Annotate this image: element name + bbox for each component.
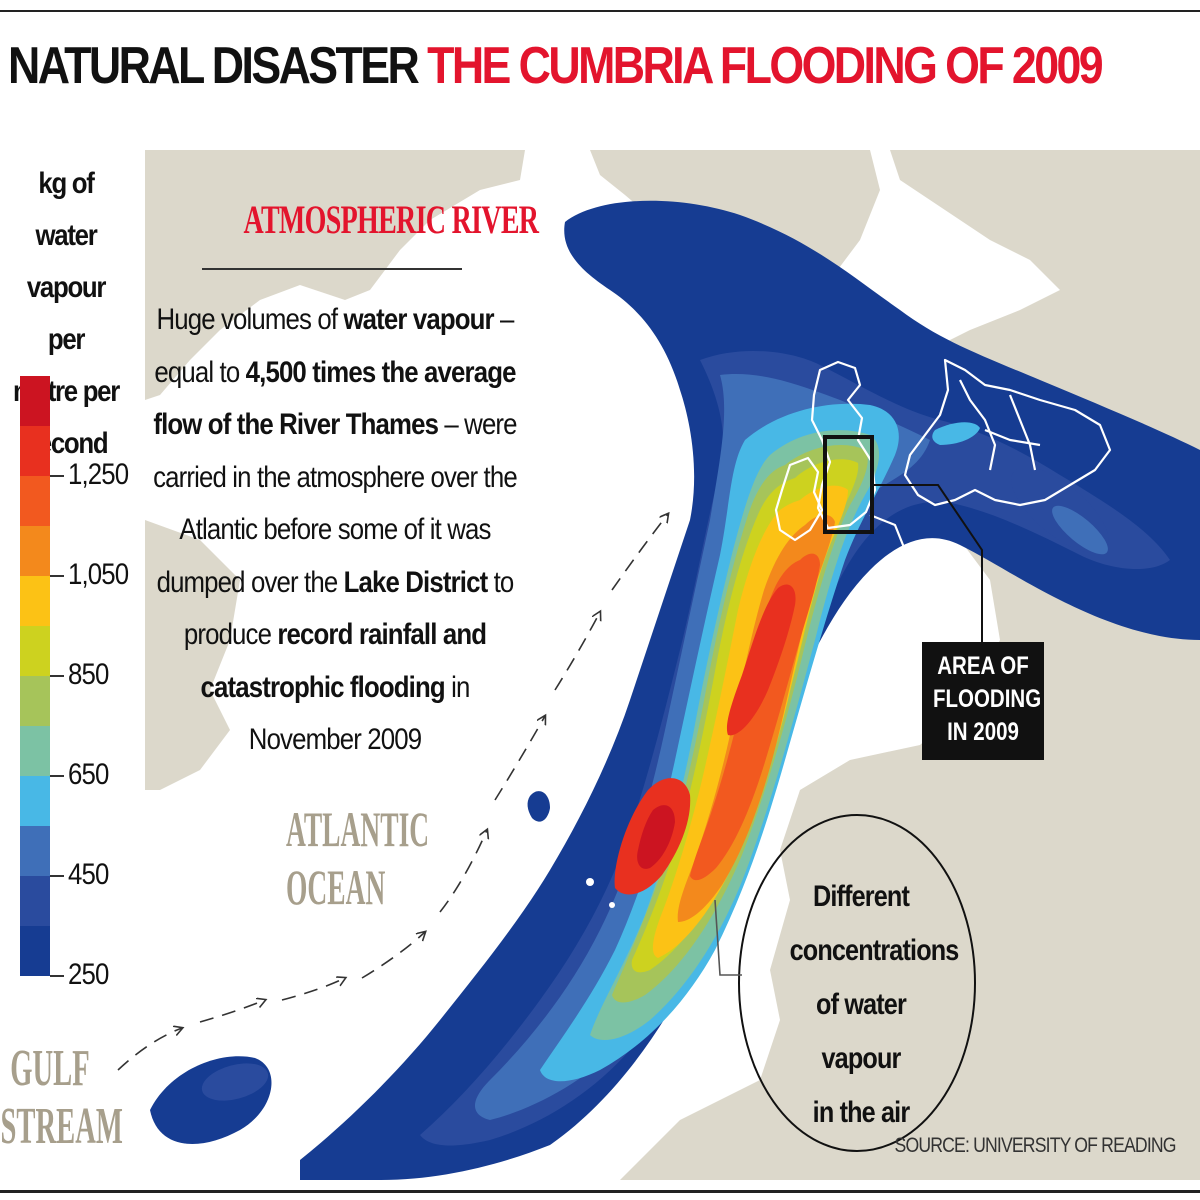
legend-swatch	[20, 576, 50, 626]
section-title-rule	[202, 268, 462, 270]
flood-callout-line	[872, 484, 983, 642]
ocean-label-line: OCEAN	[286, 859, 386, 915]
legend-tick-label: 250	[68, 958, 109, 991]
intro-emphasis: water vapour	[343, 303, 494, 336]
intro-emphasis: Lake District	[343, 565, 489, 599]
legend-swatch	[20, 626, 50, 676]
legend-tick-label: 1,250	[68, 458, 129, 491]
legend-title-line: kg of water	[35, 167, 98, 252]
legend-swatch	[20, 376, 50, 426]
legend-swatch	[20, 826, 50, 876]
legend-swatch	[20, 876, 50, 926]
intro-text: to produce	[183, 565, 514, 652]
flood-label-line: IN 2009	[947, 718, 1019, 746]
legend-swatch	[20, 676, 50, 726]
legend-title-line: vapour per	[26, 271, 107, 356]
concentrations-callout-line	[714, 899, 742, 976]
flood-area-label: AREA OF FLOODING IN 2009	[922, 642, 1044, 760]
legend-tick	[50, 875, 64, 877]
legend-color-scale	[20, 376, 50, 976]
gulf-label-line: STREAM	[0, 1098, 123, 1155]
concentrations-circle	[738, 814, 976, 1152]
legend-tick-label: 850	[68, 658, 109, 691]
gulf-label-line: GULF	[10, 1040, 90, 1097]
concentrations-label-line: Different	[812, 880, 910, 913]
legend-swatch	[20, 526, 50, 576]
intro-paragraph: Huge volumes of water vapour – equal to …	[150, 294, 520, 767]
ocean-label-line: ATLANTIC	[286, 801, 430, 857]
headline-secondary: THE CUMBRIA FLOODING OF 2009	[427, 37, 1104, 95]
intro-emphasis: record rainfall and catastrophic floodin…	[200, 618, 487, 704]
legend-tick-label: 1,050	[68, 558, 129, 591]
bottom-rule	[0, 1190, 1200, 1193]
top-rule	[0, 10, 1200, 12]
legend-swatch	[20, 776, 50, 826]
intro-text: Huge volumes of	[156, 303, 344, 336]
source-credit: SOURCE: UNIVERSITY OF READING	[894, 1134, 1177, 1157]
gulf-stream-arrows	[117, 514, 668, 1071]
vapour-bands	[150, 200, 1200, 1180]
legend-tick-label: 450	[68, 858, 109, 891]
atlantic-ocean-label: ATLANTIC OCEAN	[286, 800, 430, 916]
section-title: ATMOSPHERIC RIVER	[243, 197, 540, 242]
concentrations-label-line: concentrations	[789, 934, 960, 967]
gulf-stream-label: GULF STREAM	[0, 1040, 123, 1156]
legend-swatch	[20, 726, 50, 776]
legend-tick-label: 650	[68, 758, 109, 791]
concentrations-label-line: of water vapour	[816, 988, 907, 1075]
concentrations-label: Different concentrations of water vapour…	[789, 870, 960, 1140]
headline-primary: NATURAL DISASTER	[8, 37, 420, 95]
legend-swatch	[20, 926, 50, 976]
intro-text: – were carried in the atmosphere over th…	[153, 408, 518, 599]
legend-tick	[50, 475, 64, 477]
headline: NATURAL DISASTER THE CUMBRIA FLOODING OF…	[8, 36, 1104, 96]
legend-swatch	[20, 426, 50, 476]
legend-tick	[50, 575, 64, 577]
legend-tick	[50, 775, 64, 777]
flood-label-line: AREA OF	[937, 652, 1029, 680]
concentrations-label-line: in the air	[812, 1096, 910, 1129]
legend-swatch	[20, 476, 50, 526]
intro-text: in November 2009	[248, 670, 471, 757]
country-borders	[774, 358, 1112, 591]
flood-label-line: FLOODING	[932, 685, 1042, 713]
legend-tick	[50, 675, 64, 677]
intro-emphasis: 4,500 times the average flow of the Rive…	[153, 355, 516, 442]
intro-text: – equal to	[154, 303, 514, 389]
legend-tick	[50, 975, 64, 977]
